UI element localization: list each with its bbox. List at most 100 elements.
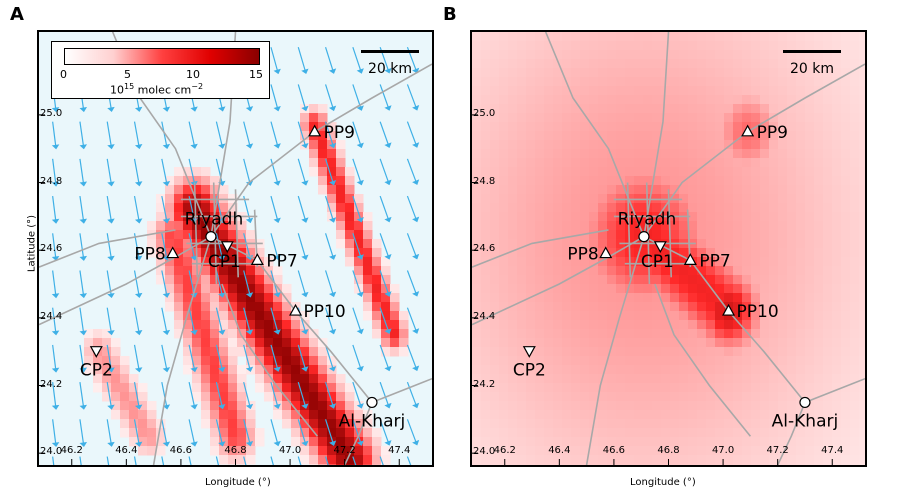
panel-b-no2-cell: [598, 293, 608, 303]
panel-b-no2-cell: [742, 113, 752, 123]
panel-a-no2-cell: [84, 347, 94, 357]
panel-b-no2-cell: [634, 356, 644, 366]
panel-b-no2-cell: [823, 239, 833, 249]
panel-b-no2-cell: [715, 59, 725, 69]
panel-b-no2-cell: [697, 464, 707, 465]
panel-b-no2-cell: [634, 185, 644, 195]
panel-b-no2-cell: [562, 203, 572, 213]
panel-a-no2-cell: [219, 410, 229, 420]
panel-b-no2-cell: [562, 212, 572, 222]
panel-b-no2-cell: [850, 131, 860, 141]
panel-b-no2-cell: [490, 113, 500, 123]
panel-a-no2-cell: [183, 221, 193, 231]
panel-a-wind-arrowhead: [162, 404, 171, 410]
panel-b-no2-cell: [841, 437, 851, 447]
panel-b-no2-cell: [724, 356, 734, 366]
panel-b-site-al-kharj-marker: [799, 396, 811, 409]
panel-b-no2-cell: [787, 311, 797, 321]
panel-b-no2-cell: [769, 248, 779, 258]
panel-b-no2-cell: [715, 185, 725, 195]
panel-b-no2-cell: [517, 140, 527, 150]
panel-b-no2-cell: [706, 185, 716, 195]
panel-b-no2-cell: [625, 176, 635, 186]
panel-b-no2-cell: [787, 239, 797, 249]
panel-b-no2-cell: [616, 302, 626, 312]
panel-b-no2-cell: [616, 95, 626, 105]
panel-b-no2-cell: [850, 293, 860, 303]
panel-b-no2-cell: [526, 437, 536, 447]
panel-b-no2-cell: [814, 374, 824, 384]
panel-b-no2-cell: [670, 257, 680, 267]
panel-b-no2-cell: [841, 212, 851, 222]
panel-b-site-cp2-marker: [522, 346, 536, 358]
panel-a-wind-arrow: [188, 419, 195, 443]
panel-b-no2-cell: [598, 122, 608, 132]
panel-b-no2-cell: [733, 77, 743, 87]
panel-b-no2-cell: [679, 284, 689, 294]
panel-a-wind-arrow: [379, 419, 389, 443]
panel-a-no2-cell: [192, 185, 202, 195]
panel-a-no2-cell: [192, 320, 202, 330]
panel-a-no2-cell: [219, 338, 229, 348]
panel-a-no2-cell: [327, 158, 337, 168]
panel-b-no2-cell: [526, 383, 536, 393]
panel-b-no2-cell: [796, 86, 806, 96]
panel-a-wind-arrow: [297, 233, 306, 257]
panel-a-no2-cell: [219, 203, 229, 213]
panel-b-no2-cell: [679, 275, 689, 285]
panel-b-no2-cell: [733, 410, 743, 420]
panel-b-no2-cell: [823, 95, 833, 105]
panel-b-no2-cell: [823, 32, 833, 42]
panel-b-no2-cell: [526, 329, 536, 339]
panel-b-no2-cell: [850, 140, 860, 150]
panel-b-no2-cell: [832, 320, 842, 330]
panel-b-no2-cell: [544, 446, 554, 456]
panel-a-wind-arrowhead: [134, 143, 143, 150]
panel-a-no2-cell: [120, 356, 130, 366]
panel-b-no2-cell: [634, 455, 644, 465]
panel-b-no2-cell: [499, 248, 509, 258]
panel-b-no2-cell: [535, 131, 545, 141]
panel-b-no2-cell: [706, 293, 716, 303]
panel-b-no2-cell: [814, 95, 824, 105]
panel-b-no2-cell: [544, 95, 554, 105]
panel-b-no2-cell: [814, 113, 824, 123]
panel-b-no2-cell: [805, 419, 815, 429]
panel-b-no2-cell: [607, 239, 617, 249]
panel-b-no2-cell: [535, 293, 545, 303]
panel-a-no2-cell: [300, 131, 310, 141]
panel-a-wind-arrow: [133, 419, 140, 444]
panel-b-no2-cell: [841, 410, 851, 420]
panel-b-no2-cell: [679, 194, 689, 204]
panel-b-no2-cell: [796, 446, 806, 456]
panel-b-no2-cell: [589, 446, 599, 456]
panel-b-no2-cell: [472, 284, 482, 294]
panel-b-no2-cell: [841, 365, 851, 375]
panel-a-no2-cell: [372, 455, 382, 465]
panel-b-no2-cell: [571, 131, 581, 141]
panel-b-no2-cell: [832, 329, 842, 339]
panel-a-wind-arrowhead: [356, 217, 364, 223]
panel-b-no2-cell: [778, 302, 788, 312]
panel-a-no2-cell: [309, 392, 319, 402]
panel-a-wind-arrowhead: [51, 442, 60, 448]
panel-b-no2-cell: [481, 86, 491, 96]
panel-b-no2-cell: [796, 437, 806, 447]
panel-b-no2-cell: [643, 365, 653, 375]
panel-b-no2-cell: [832, 212, 842, 222]
panel-b-no2-cell: [670, 140, 680, 150]
panel-b-no2-cell: [535, 302, 545, 312]
panel-b-no2-cell: [724, 50, 734, 60]
panel-a-no2-cell: [156, 194, 166, 204]
panel-b-no2-cell: [679, 167, 689, 177]
panel-b-no2-cell: [589, 464, 599, 465]
panel-b-no2-cell: [562, 185, 572, 195]
panel-b-ytick-label: 24.0: [473, 446, 496, 458]
panel-b-no2-cell: [490, 419, 500, 429]
panel-b-no2-cell: [742, 293, 752, 303]
panel-b-no2-cell: [661, 122, 671, 132]
panel-b-no2-cell: [634, 68, 644, 78]
panel-a-no2-cell: [345, 176, 355, 186]
panel-a-wind-arrowhead: [51, 330, 60, 336]
panel-a-no2-cell: [318, 167, 328, 177]
